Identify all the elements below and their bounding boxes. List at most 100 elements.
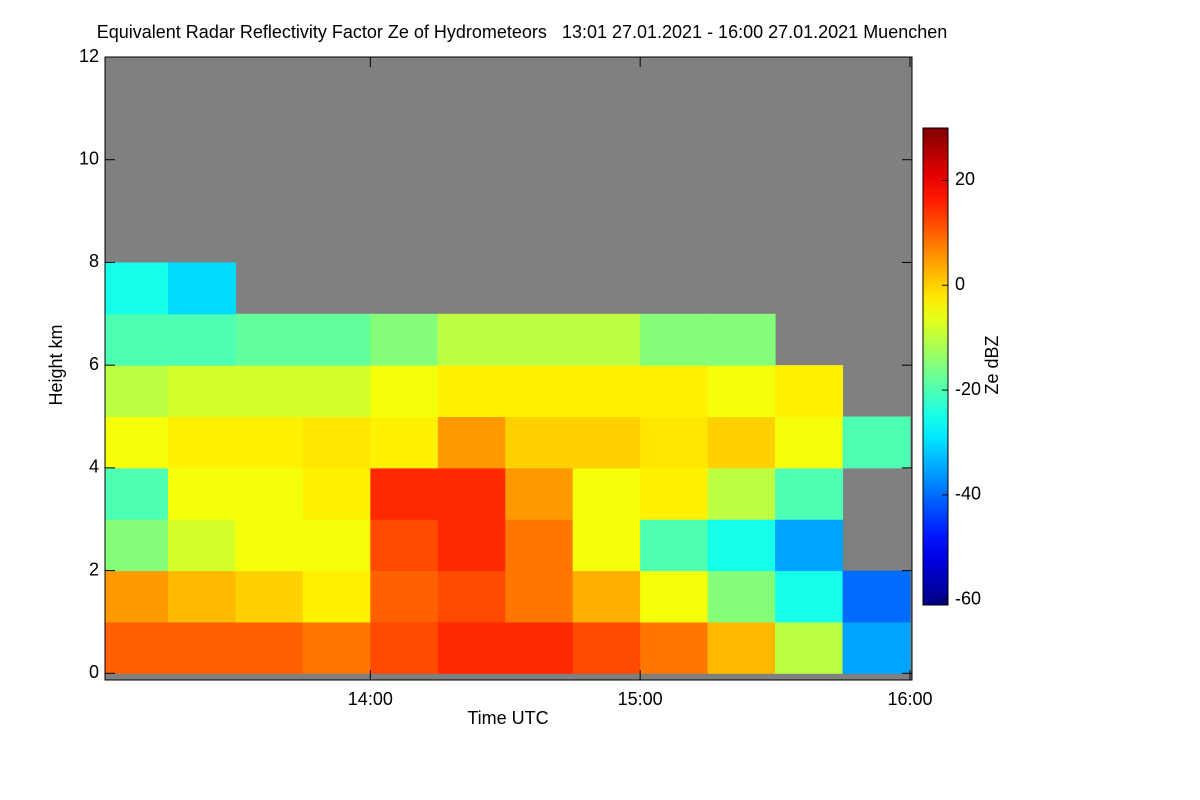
x-tick-label: 16:00: [887, 689, 932, 709]
heatmap-cell: [572, 621, 641, 674]
x-axis-label: Time UTC: [467, 708, 548, 728]
heatmap-cell: [707, 570, 776, 623]
heatmap-cell: [640, 416, 709, 469]
heatmap-cell: [707, 519, 776, 572]
heatmap-cell: [505, 621, 574, 674]
heatmap-cell: [235, 519, 304, 572]
heatmap-cell: [572, 570, 641, 623]
heatmap-cell: [235, 467, 304, 520]
heatmap-cell: [302, 467, 371, 520]
y-axis-label: Height km: [46, 324, 66, 405]
heatmap-cell: [235, 621, 304, 674]
colorbar-tick-label: -20: [955, 379, 981, 399]
plot-area: [104, 56, 913, 681]
heatmap-cell: [302, 416, 371, 469]
heatmap-cell: [775, 416, 844, 469]
heatmap-cell: [572, 519, 641, 572]
heatmap-cell: [105, 365, 169, 418]
heatmap-cell: [707, 416, 776, 469]
heatmap-cell: [775, 519, 844, 572]
heatmap-cell: [775, 467, 844, 520]
heatmap-cell: [437, 365, 506, 418]
heatmap-cell: [572, 365, 641, 418]
colorbar-label: Ze dBZ: [982, 335, 1002, 394]
heatmap-cell: [370, 570, 439, 623]
heatmap-cell: [105, 621, 169, 674]
heatmap-cell: [105, 262, 169, 315]
heatmap-cell: [302, 570, 371, 623]
heatmap-cell: [167, 519, 236, 572]
heatmap-cell: [572, 416, 641, 469]
heatmap-cell: [167, 621, 236, 674]
heatmap-cell: [505, 467, 574, 520]
heatmap-cell: [302, 519, 371, 572]
heatmap-cell: [167, 570, 236, 623]
heatmap-cell: [437, 519, 506, 572]
y-tick-label: 12: [79, 46, 99, 66]
colorbar-tick-label: -60: [955, 589, 981, 609]
heatmap-cell: [105, 570, 169, 623]
heatmap-cell: [640, 365, 709, 418]
y-tick-label: 0: [89, 662, 99, 682]
colorbar: [922, 127, 949, 606]
y-tick-label: 4: [89, 457, 99, 477]
heatmap-cell: [235, 416, 304, 469]
heatmap-cell: [775, 621, 844, 674]
heatmap-cell: [167, 262, 236, 315]
colorbar-tick-label: 0: [955, 274, 965, 294]
x-tick-label: 14:00: [348, 689, 393, 709]
heatmap-cell: [640, 621, 709, 674]
heatmap-cell: [505, 519, 574, 572]
heatmap-cell: [640, 467, 709, 520]
heatmap-cell: [707, 313, 776, 366]
heatmap-cell: [302, 621, 371, 674]
y-tick-label: 2: [89, 559, 99, 579]
heatmap-cell: [505, 570, 574, 623]
heatmap-cell: [370, 519, 439, 572]
heatmap-cell: [775, 570, 844, 623]
heatmap-cell: [370, 313, 439, 366]
heatmap-cell: [842, 416, 911, 469]
heatmap-cell: [437, 313, 506, 366]
heatmap-cell: [167, 365, 236, 418]
heatmap-cell: [572, 313, 641, 366]
x-tick-label: 15:00: [618, 689, 663, 709]
heatmap-cell: [437, 416, 506, 469]
y-tick-label: 6: [89, 354, 99, 374]
heatmap-cell: [370, 621, 439, 674]
heatmap-cell: [105, 313, 169, 366]
heatmap-cell: [370, 467, 439, 520]
heatmap-cell: [302, 365, 371, 418]
heatmap-cell: [707, 467, 776, 520]
heatmap-cell: [842, 621, 911, 674]
heatmap-cell: [235, 313, 304, 366]
heatmap-cell: [235, 570, 304, 623]
heatmap-cell: [167, 416, 236, 469]
y-tick-label: 8: [89, 251, 99, 271]
heatmap-cell: [437, 621, 506, 674]
heatmap-cell: [707, 621, 776, 674]
heatmap-cell: [505, 313, 574, 366]
heatmap-cell: [167, 313, 236, 366]
heatmap-cell: [505, 416, 574, 469]
heatmap-cell: [105, 416, 169, 469]
colorbar-tick-label: 20: [955, 169, 975, 189]
heatmap-cell: [302, 313, 371, 366]
heatmap-cell: [105, 467, 169, 520]
heatmap-cell: [437, 570, 506, 623]
heatmap-cell: [437, 467, 506, 520]
heatmap-cell: [370, 416, 439, 469]
colorbar-tick-label: -40: [955, 484, 981, 504]
heatmap-cell: [640, 313, 709, 366]
heatmap-cell: [707, 365, 776, 418]
chart-title: Equivalent Radar Reflectivity Factor Ze …: [97, 22, 948, 42]
heatmap-cell: [640, 519, 709, 572]
plot-frame: [104, 56, 913, 681]
heatmap-cell: [505, 365, 574, 418]
heatmap-cell: [370, 365, 439, 418]
heatmap-cell: [775, 365, 844, 418]
heatmap-cell: [167, 467, 236, 520]
heatmap-cell: [842, 570, 911, 623]
